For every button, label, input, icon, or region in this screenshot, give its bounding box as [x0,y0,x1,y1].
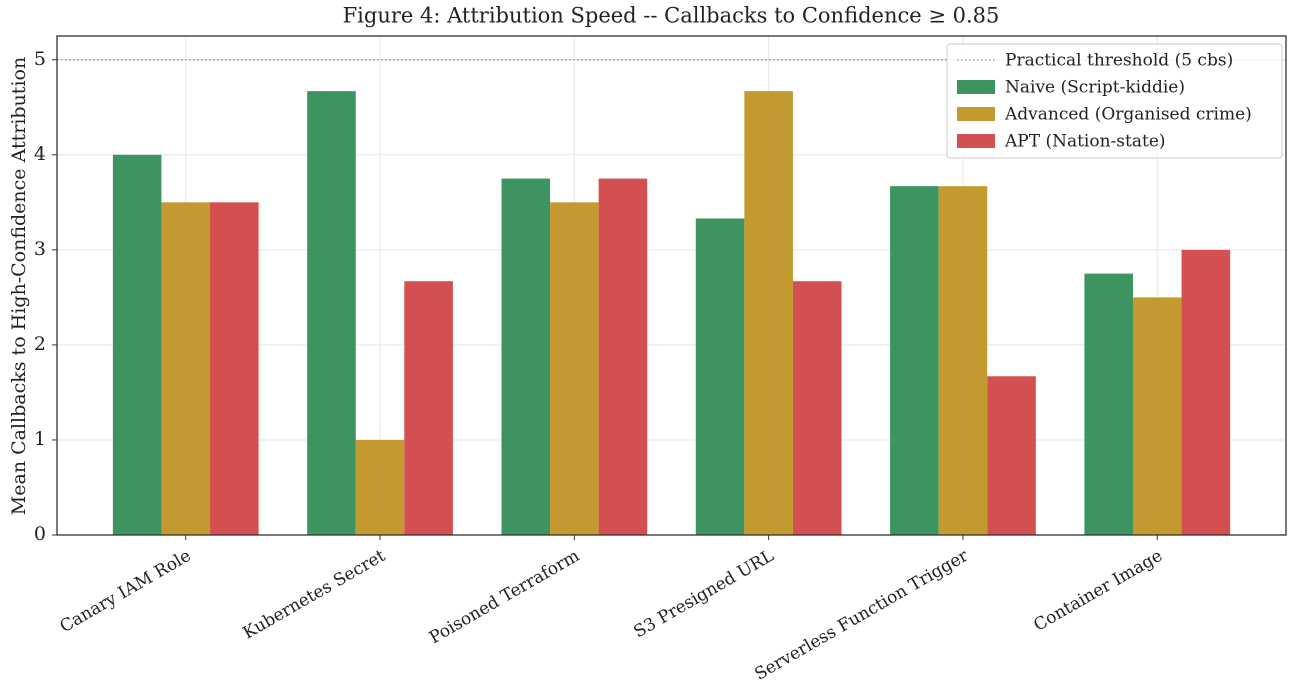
y-tick-label: 2 [34,333,46,355]
legend-swatch [957,107,995,121]
bar [938,186,988,535]
bar [404,281,453,535]
bar [987,376,1036,535]
y-tick-label: 4 [34,143,46,165]
bar [307,91,356,535]
plot-frame [56,35,1287,536]
bar [112,154,162,536]
legend: Practical threshold (5 cbs) Naive (Script… [946,43,1283,159]
chart-title: Figure 4: Attribution Speed -- Callbacks… [343,4,1000,28]
bar [210,202,259,536]
legend-swatch [957,80,995,94]
legend-swatch [957,134,995,148]
y-tick-label: 0 [34,523,46,545]
bar [792,281,842,535]
legend-label: Naive (Script-kiddie) [1005,78,1185,98]
legend-label: APT (Nation-state) [1004,132,1166,152]
bar [890,186,939,535]
y-axis-label: Mean Callbacks to High-Confidence Attrib… [8,57,30,515]
bar [501,178,551,536]
bar [695,218,745,535]
legend-label: Practical threshold (5 cbs) [1005,51,1233,71]
legend-label: Advanced (Organised crime) [1004,105,1252,125]
y-tick-label: 5 [34,48,46,70]
bar [161,202,211,536]
bar [744,91,793,535]
bar [1084,273,1133,535]
y-tick-label: 3 [34,238,46,260]
bar [598,178,648,536]
bar [550,202,599,536]
bar [1132,297,1182,535]
y-tick-label: 1 [34,428,46,450]
bar [1181,249,1231,535]
bar [355,439,405,535]
legend-box [946,43,1283,159]
